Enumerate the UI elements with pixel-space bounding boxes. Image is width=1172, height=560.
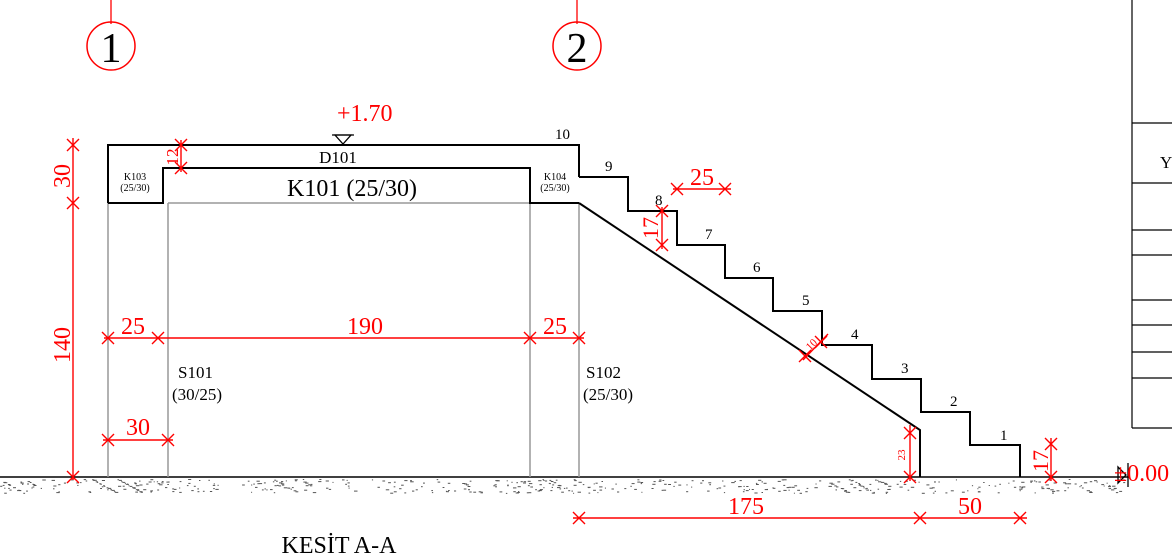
table-letter-y: Y [1160,153,1172,172]
dim-beam-depth: 30 [50,164,76,188]
step-9: 9 [605,159,613,175]
axis-2-bubble: 2 [552,0,602,72]
soil-hatch [0,479,1126,494]
label-s102-size: (25/30) [583,385,633,404]
dim-column-height: 140 [50,327,76,363]
dim-stair-run: 175 [728,494,764,520]
label-s101-size: (30/25) [172,385,222,404]
stair-soffit [578,202,921,477]
label-k103-size: (25/30) [120,183,149,194]
slab-beam-outline [107,144,580,204]
section-title: KESİT A-A [282,533,398,559]
dim-right-column-width: 25 [543,314,567,340]
step-2: 2 [950,394,958,410]
step-6: 6 [753,260,761,276]
stair [578,176,1021,477]
dim-landing: 50 [958,494,982,520]
label-s102: S102 [586,363,621,382]
step-4: 4 [851,327,859,343]
dim-left-column-width: 25 [121,314,145,340]
elevation-top-label: +1.70 [337,101,393,127]
label-k104-size: (25/30) [540,183,569,194]
step-1: 1 [1000,428,1008,444]
dim-bottom-riser: 17 [1028,450,1053,472]
step-5: 5 [802,293,810,309]
dim-stair-end: 23 [896,449,908,461]
label-s101: S101 [178,363,213,382]
dim-slab-thickness: 12 [163,149,182,166]
title-block-table [1131,0,1172,429]
dim-riser: 17 [638,217,663,239]
axis-1-label: 1 [101,26,122,72]
dimension-lines [66,138,1058,525]
dim-tread: 25 [690,165,714,191]
step-8: 8 [655,193,663,209]
step-numbers: 1 2 3 4 5 6 7 8 9 10 [555,127,1008,444]
elevation-ground-marker: ±0.00 [1114,461,1169,487]
dim-column-depth: 30 [126,415,150,441]
dimension-texts: 30 140 12 25 190 25 30 25 17 10 23 17 17… [50,149,1053,521]
elevation-top-marker: +1.70 [332,101,393,145]
step-3: 3 [901,361,909,377]
label-k104: K104 [544,172,566,183]
axis-2-label: 2 [567,26,588,72]
step-10: 10 [555,127,570,143]
label-d101: D101 [319,148,357,167]
stair-steps [579,176,1021,477]
step-7: 7 [705,227,713,243]
label-k103: K103 [124,172,146,183]
elevation-ground-label: ±0.00 [1114,461,1169,487]
label-k101: K101 (25/30) [287,176,417,202]
columns [107,202,580,477]
dim-span: 190 [347,314,383,340]
axis-1-bubble: 1 [86,0,136,72]
